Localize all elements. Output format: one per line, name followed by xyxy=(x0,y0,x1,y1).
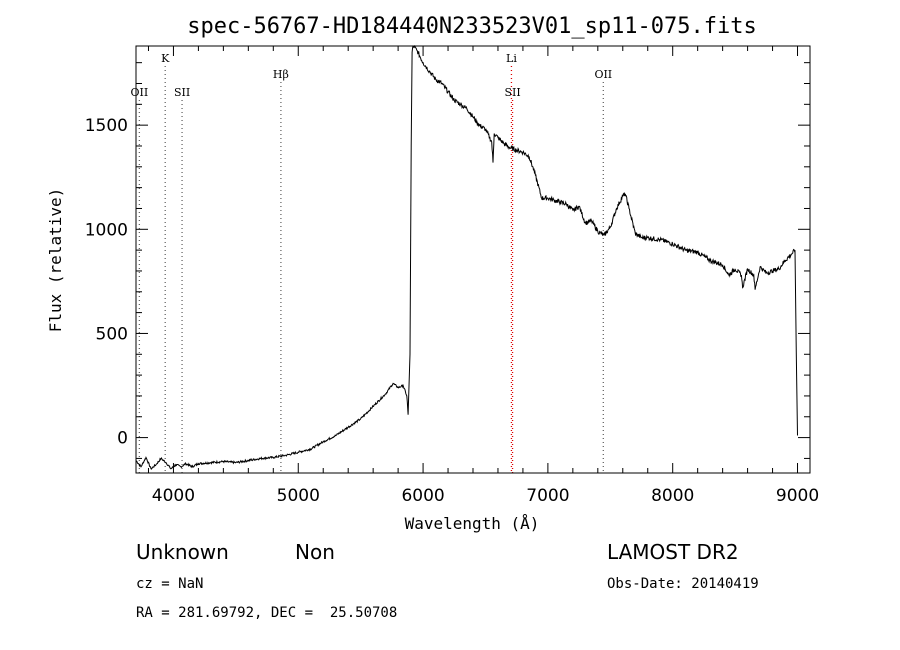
x-tick-label: 8000 xyxy=(651,486,694,506)
object-subclass: Non xyxy=(295,540,335,564)
spectrum-line xyxy=(135,44,798,470)
x-tick-label: 6000 xyxy=(401,486,444,506)
coordinates: RA = 281.69792, DEC = 25.50708 xyxy=(136,605,398,621)
x-tick-label: 4000 xyxy=(152,486,195,506)
spectral-line-label: OII xyxy=(131,86,149,99)
redshift-cz: cz = NaN xyxy=(136,576,204,592)
object-class: Unknown xyxy=(136,540,229,564)
x-axis-label: Wavelength (Å) xyxy=(405,514,540,533)
chart-title: spec-56767-HD184440N233523V01_sp11-075.f… xyxy=(187,14,757,39)
obs-date: Obs-Date: 20140419 xyxy=(607,576,759,592)
axis-ticks: 4000 5000 6000 7000 8000 9000 0 500 1000 1500 xyxy=(85,46,819,506)
spectral-line-label: K xyxy=(161,52,170,65)
spectral-lines: OII K SII Hβ Li SII OII xyxy=(131,52,612,473)
y-tick-label: 500 xyxy=(96,324,128,344)
spectral-line-label: SII xyxy=(174,86,190,99)
y-tick-label: 1000 xyxy=(85,220,128,240)
x-tick-label: 7000 xyxy=(526,486,569,506)
x-tick-label: 9000 xyxy=(776,486,819,506)
spectral-line-label: Li xyxy=(506,52,517,65)
survey-name: LAMOST DR2 xyxy=(607,540,739,564)
spectral-line-label: Hβ xyxy=(273,68,289,81)
y-axis-label: Flux (relative) xyxy=(46,188,65,333)
spectral-line-label: SII xyxy=(504,86,520,99)
y-tick-label: 1500 xyxy=(85,116,128,136)
spectral-line-label: OII xyxy=(594,68,612,81)
y-tick-label: 0 xyxy=(117,429,128,449)
x-tick-label: 5000 xyxy=(277,486,320,506)
